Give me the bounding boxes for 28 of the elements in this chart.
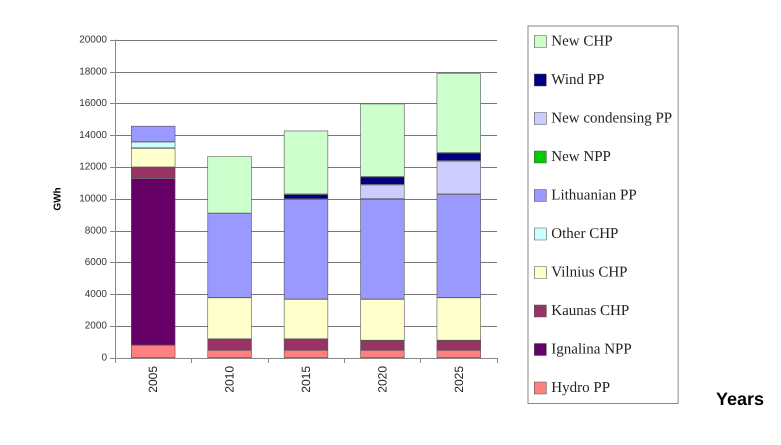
legend-label: Kaunas CHP	[551, 303, 630, 319]
y-tick-label: 20000	[79, 34, 108, 46]
y-tick-label: 8000	[84, 225, 108, 236]
y-tick-label: 0	[101, 352, 108, 364]
y-axis-title: GWh	[52, 187, 64, 211]
legend-label: Other CHP	[551, 226, 618, 242]
legend-label: Wind PP	[551, 72, 604, 88]
y-tick-label: 2000	[84, 320, 108, 332]
legend-label: Vilnius CHP	[551, 264, 628, 280]
legend-label: Lithuanian PP	[551, 188, 637, 204]
x-tick-label: 2010	[222, 366, 237, 393]
x-tick-label: 2025	[452, 366, 466, 393]
x-tick-label: 2015	[299, 366, 313, 393]
legend-label: New CHP	[551, 34, 613, 50]
x-tick-label: 2005	[146, 366, 160, 393]
legend-label: New condensing PP	[551, 110, 672, 126]
y-tick-label: 4000	[84, 288, 108, 300]
y-tick-label: 16000	[79, 98, 108, 110]
text: Years	[716, 389, 764, 409]
y-tick-label: 10000	[79, 194, 108, 204]
y-tick-label: 12000	[79, 162, 108, 173]
y-tick-label: 18000	[79, 66, 108, 78]
legend-label: Ignalina NPP	[551, 342, 632, 358]
legend-label: Hydro PP	[551, 380, 610, 396]
y-tick-label: 14000	[79, 130, 108, 141]
y-tick-label: 6000	[84, 257, 108, 268]
x-tick-label: 2020	[375, 366, 390, 393]
legend-label: New NPP	[551, 149, 611, 165]
